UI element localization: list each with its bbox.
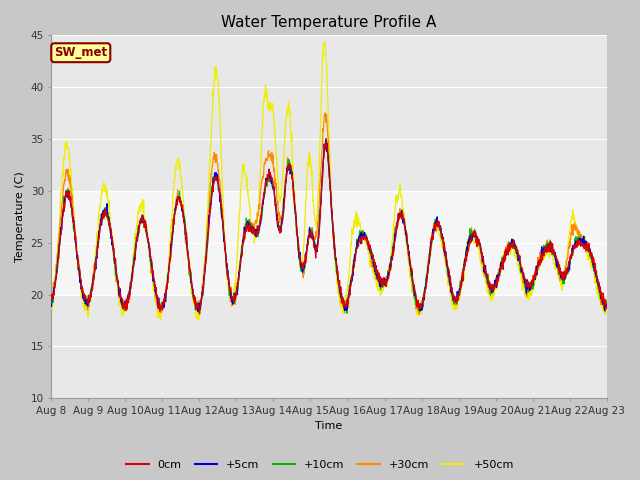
Title: Water Temperature Profile A: Water Temperature Profile A (221, 15, 436, 30)
X-axis label: Time: Time (316, 421, 342, 432)
Text: SW_met: SW_met (54, 46, 108, 59)
Legend: 0cm, +5cm, +10cm, +30cm, +50cm: 0cm, +5cm, +10cm, +30cm, +50cm (122, 456, 518, 474)
Bar (51, 191, 607, 295)
Y-axis label: Temperature (C): Temperature (C) (15, 171, 25, 262)
